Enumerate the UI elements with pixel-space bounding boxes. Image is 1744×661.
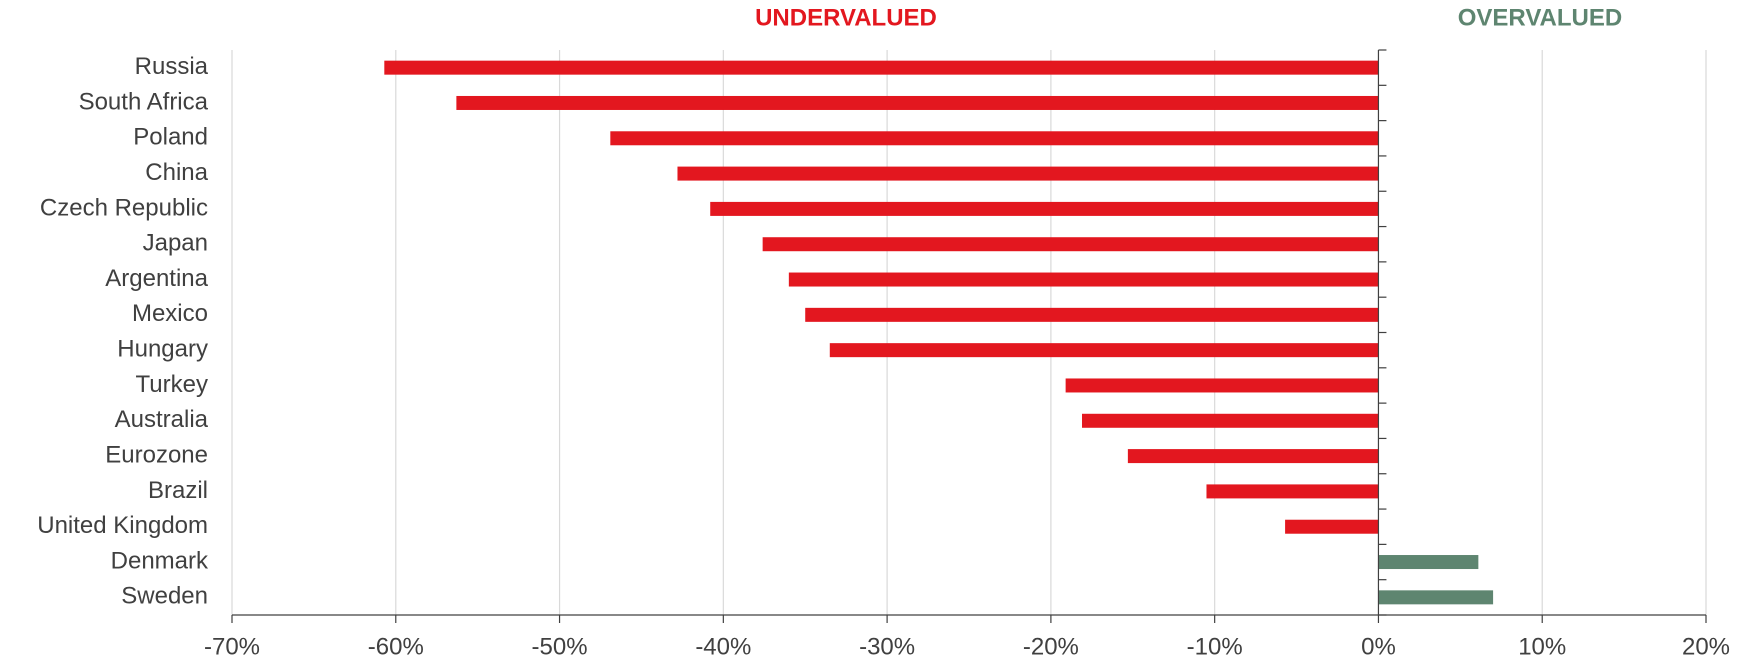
y-tick-label: United Kingdom <box>37 512 208 539</box>
x-tick-label: -50% <box>532 633 588 660</box>
y-tick-label: Brazil <box>148 477 208 504</box>
x-tick-label: -30% <box>859 633 915 660</box>
x-tick-label: 0% <box>1361 633 1396 660</box>
bar <box>1378 590 1494 605</box>
y-tick-label: Turkey <box>136 371 208 398</box>
annotation: OVERVALUED <box>1458 4 1622 31</box>
x-tick-label: 10% <box>1518 633 1566 660</box>
x-tick-label: -10% <box>1187 633 1243 660</box>
x-tick-label: -20% <box>1023 633 1079 660</box>
y-tick-label: Poland <box>133 124 208 151</box>
x-tick-label: -70% <box>204 633 260 660</box>
x-tick-label: -40% <box>695 633 751 660</box>
x-tick-label: 20% <box>1682 633 1730 660</box>
y-tick-label: Czech Republic <box>40 194 208 221</box>
y-tick-label: Australia <box>115 406 209 433</box>
bar <box>788 272 1379 287</box>
x-tick-label: -60% <box>368 633 424 660</box>
bar <box>456 95 1379 110</box>
bar <box>762 237 1379 252</box>
bar <box>829 343 1379 358</box>
y-tick-label: China <box>145 159 208 186</box>
y-tick-label: Argentina <box>105 265 208 292</box>
bar <box>710 201 1379 216</box>
bar <box>384 60 1379 75</box>
y-tick-label: Denmark <box>111 547 209 574</box>
bar <box>1378 555 1479 570</box>
bar <box>610 131 1379 146</box>
bar <box>677 166 1379 181</box>
y-tick-label: Hungary <box>117 336 208 363</box>
bar <box>805 307 1379 322</box>
y-tick-label: South Africa <box>79 88 209 115</box>
bar <box>1285 519 1379 534</box>
annotation: UNDERVALUED <box>755 4 937 31</box>
bar <box>1082 413 1379 428</box>
y-tick-label: Japan <box>143 230 208 257</box>
bar <box>1065 378 1379 393</box>
bar <box>1127 449 1379 464</box>
y-tick-label: Eurozone <box>105 441 208 468</box>
y-tick-label: Sweden <box>121 583 208 610</box>
bar <box>1206 484 1379 499</box>
y-tick-label: Russia <box>135 53 209 80</box>
y-tick-label: Mexico <box>132 300 208 327</box>
